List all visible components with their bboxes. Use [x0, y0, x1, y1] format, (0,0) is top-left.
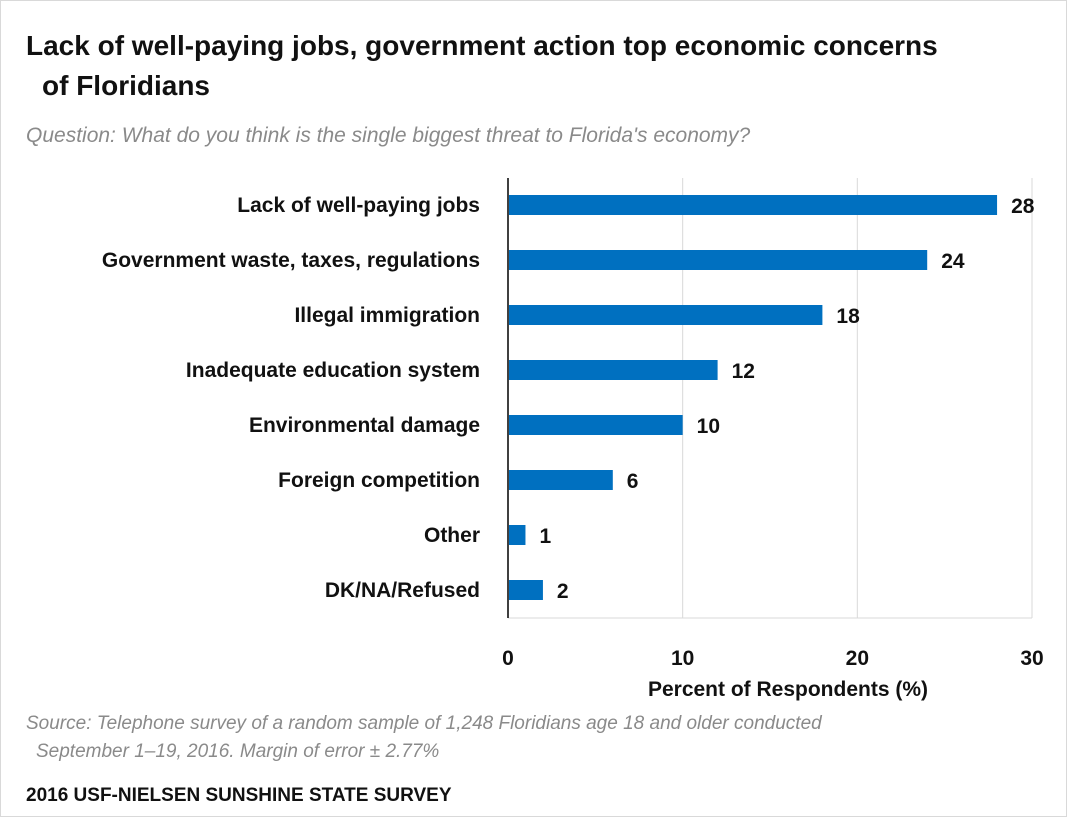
x-tick-label: 20	[846, 647, 869, 670]
category-label: Illegal immigration	[294, 304, 480, 327]
chart-title-line-2: of Floridians	[42, 70, 210, 101]
chart-subtitle: Question: What do you think is the singl…	[26, 124, 751, 147]
bar	[509, 415, 683, 435]
data-label: 6	[627, 470, 639, 493]
bar	[509, 525, 526, 545]
category-label: Foreign competition	[278, 469, 480, 492]
bar	[509, 305, 823, 325]
data-label: 12	[732, 360, 755, 383]
data-label: 24	[941, 250, 965, 273]
chart-title: Lack of well-paying jobs, government act…	[26, 26, 1046, 106]
data-label: 2	[557, 580, 569, 603]
category-label: Other	[424, 524, 480, 547]
bar	[509, 580, 543, 600]
bar	[509, 195, 998, 215]
data-label: 10	[697, 415, 720, 438]
x-tick-label: 30	[1020, 647, 1043, 670]
chart-title-line-1: Lack of well-paying jobs, government act…	[26, 30, 938, 61]
x-tick-label: 0	[502, 647, 514, 670]
x-axis-title: Percent of Respondents (%)	[648, 678, 928, 701]
source-line-1: Source: Telephone survey of a random sam…	[26, 713, 822, 734]
category-label: Inadequate education system	[186, 359, 480, 382]
bar-chart: Lack of well-paying jobs 28 Government was…	[102, 178, 1044, 701]
data-label: 28	[1011, 195, 1035, 218]
x-tick-label: 10	[671, 647, 694, 670]
data-label: 1	[539, 525, 551, 548]
category-label: Lack of well-paying jobs	[237, 194, 480, 217]
survey-footer: 2016 USF-NIELSEN SUNSHINE STATE SURVEY	[26, 785, 452, 806]
category-label: DK/NA/Refused	[325, 579, 480, 602]
data-label: 18	[836, 305, 860, 328]
source-line-2: September 1–19, 2016. Margin of error ± …	[36, 741, 440, 762]
bar	[509, 360, 718, 380]
source-note: Source: Telephone survey of a random sam…	[26, 710, 822, 766]
category-label: Environmental damage	[249, 414, 480, 437]
category-label: Government waste, taxes, regulations	[102, 249, 480, 272]
bar	[509, 470, 613, 490]
bar	[509, 250, 928, 270]
